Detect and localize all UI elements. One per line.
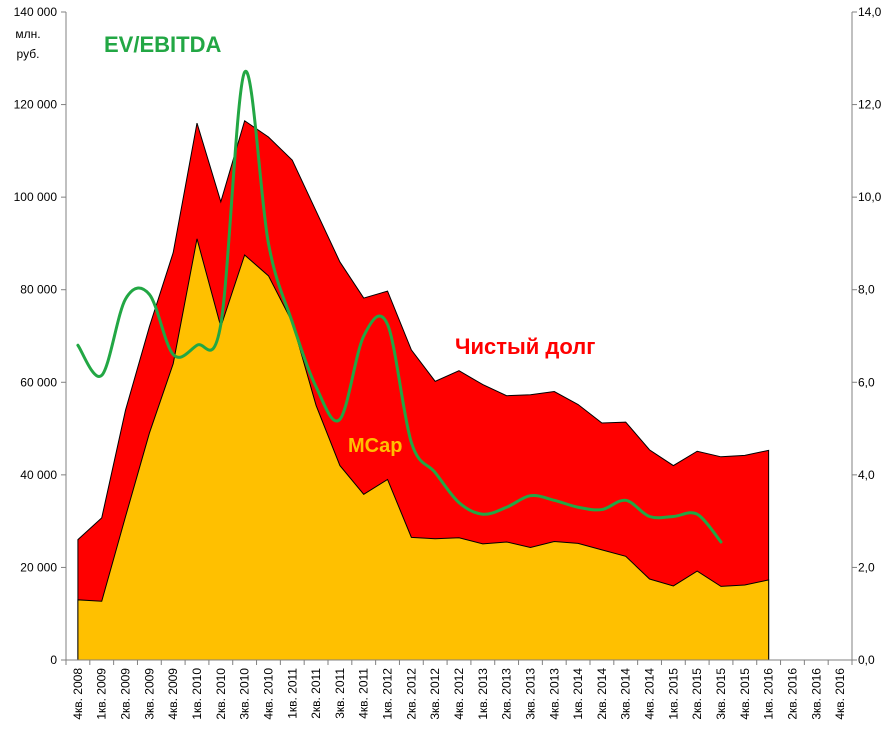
y-left-tick-label: 120 000 [14,98,58,112]
x-tick-label: 1кв. 2009 [95,668,109,720]
y-right-tick-label: 12,0 [858,98,882,112]
x-tick-label: 3кв. 2009 [142,668,156,720]
y-right-tick-label: 10,0 [858,190,882,204]
x-tick-label: 2кв. 2016 [785,668,799,720]
x-tick-label: 3кв. 2012 [428,668,442,720]
annotation-mcap: MCap [348,435,402,457]
x-tick-label: 4кв. 2010 [261,668,275,720]
axes-layer [61,11,857,665]
x-tick-label: 4кв. 2013 [547,668,561,720]
x-tick-label: 4кв. 2014 [643,668,657,720]
x-tick-label: 2кв. 2011 [309,668,323,719]
y-left-unit-line2: руб. [17,47,40,61]
y-right-tick-label: 2,0 [858,560,875,574]
x-tick-label: 3кв. 2011 [333,668,347,719]
label-layer: 0 20 000 40 000 60 000 80 000 100 000 120 000 1… [14,5,882,720]
x-tick-label: 2кв. 2012 [404,668,418,720]
x-tick-label: 2кв. 2010 [214,668,228,720]
y-left-tick-label: 80 000 [20,283,57,297]
x-tick-label: 4кв. 2015 [738,668,752,720]
x-tick-label: 1кв. 2014 [571,668,585,720]
y-right-tick-label: 6,0 [858,375,875,389]
x-tick-label: 1кв. 2011 [285,668,299,719]
area-mcap [77,238,770,661]
x-tick-label: 1кв. 2015 [666,668,680,720]
x-tick-label: 1кв. 2010 [190,668,204,720]
y-right-tick-label: 0,0 [858,653,875,667]
x-tick-label: 2кв. 2013 [500,668,514,720]
x-tick-label: 1кв. 2016 [762,668,776,720]
x-tick-label: 3кв. 2014 [619,668,633,720]
y-right-tick-label: 4,0 [858,468,875,482]
x-tick-label: 4кв. 2009 [166,668,180,720]
x-tick-label: 3кв. 2013 [523,668,537,720]
y-right-tick-label: 14,0 [858,5,882,19]
x-tick-label: 4кв. 2016 [833,668,847,720]
x-tick-label: 3кв. 2010 [238,668,252,720]
y-right-tick-label: 8,0 [858,283,875,297]
x-tick-label: 2кв. 2014 [595,668,609,720]
y-left-tick-label: 20 000 [20,560,57,574]
y-left-tick-label: 100 000 [14,190,58,204]
line-ev-ebitda [76,69,723,544]
y-left-tick-label: 0 [50,653,57,667]
y-left-unit-line1: млн. [15,27,40,41]
x-tick-label: 3кв. 2015 [714,668,728,720]
x-tick-label: 2кв. 2009 [119,668,133,720]
x-tick-label: 1кв. 2013 [476,668,490,720]
x-tick-label: 4кв. 2008 [71,668,85,720]
x-tick-label: 4кв. 2012 [452,668,466,720]
x-tick-label: 3кв. 2016 [809,668,823,720]
x-tick-label: 1кв. 2012 [381,668,395,720]
x-tick-label: 2кв. 2015 [690,668,704,720]
annotation-ev-ebitda: EV/EBITDA [104,32,221,57]
y-left-tick-label: 60 000 [20,375,57,389]
line-layer [76,69,723,544]
y-left-tick-label: 140 000 [14,5,58,19]
annotation-net-debt: Чистый долг [455,334,595,359]
x-tick-label: 4кв. 2011 [357,668,371,719]
y-left-tick-label: 40 000 [20,468,57,482]
area-layer [77,119,770,661]
